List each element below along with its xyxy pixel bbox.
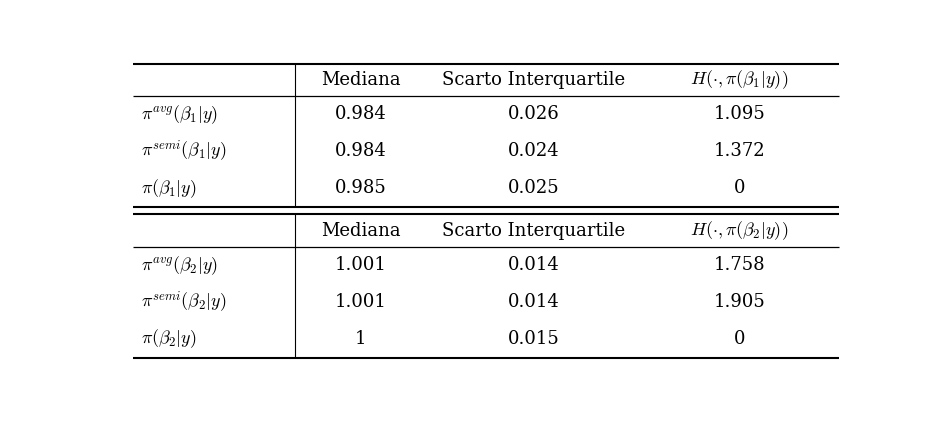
Text: $\pi^{avg}(\beta_2|y)$: $\pi^{avg}(\beta_2|y)$: [140, 254, 218, 277]
Text: Scarto Interquartile: Scarto Interquartile: [442, 71, 625, 89]
Text: Scarto Interquartile: Scarto Interquartile: [442, 222, 625, 240]
Text: $\pi^{semi}(\beta_1|y)$: $\pi^{semi}(\beta_1|y)$: [140, 139, 227, 164]
Text: 0.024: 0.024: [508, 143, 559, 160]
Text: 0.984: 0.984: [335, 143, 387, 160]
Text: $H(\cdot, \pi(\beta_1|y))$: $H(\cdot, \pi(\beta_1|y))$: [690, 68, 789, 91]
Text: 1: 1: [356, 330, 367, 348]
Text: Mediana: Mediana: [321, 71, 401, 89]
Text: $\pi^{avg}(\beta_1|y)$: $\pi^{avg}(\beta_1|y)$: [140, 103, 218, 126]
Text: $\pi(\beta_2|y)$: $\pi(\beta_2|y)$: [140, 328, 196, 350]
Text: Mediana: Mediana: [321, 222, 401, 240]
Text: 1.095: 1.095: [714, 106, 765, 123]
Text: 1.001: 1.001: [335, 256, 387, 274]
Text: 0.026: 0.026: [508, 106, 559, 123]
Text: 1.372: 1.372: [714, 143, 765, 160]
Text: $\pi(\beta_1|y)$: $\pi(\beta_1|y)$: [140, 177, 196, 200]
Text: 0: 0: [734, 179, 745, 197]
Text: 0.984: 0.984: [335, 106, 387, 123]
Text: 0.025: 0.025: [508, 179, 559, 197]
Text: 0.015: 0.015: [508, 330, 559, 348]
Text: 0.985: 0.985: [335, 179, 387, 197]
Text: 1.758: 1.758: [714, 256, 765, 274]
Text: 0.014: 0.014: [508, 293, 559, 311]
Text: 1.905: 1.905: [714, 293, 765, 311]
Text: 0.014: 0.014: [508, 256, 559, 274]
Text: 0: 0: [734, 330, 745, 348]
Text: $\pi^{semi}(\beta_2|y)$: $\pi^{semi}(\beta_2|y)$: [140, 289, 227, 315]
Text: $H(\cdot, \pi(\beta_2|y))$: $H(\cdot, \pi(\beta_2|y))$: [690, 219, 789, 242]
Text: 1.001: 1.001: [335, 293, 387, 311]
